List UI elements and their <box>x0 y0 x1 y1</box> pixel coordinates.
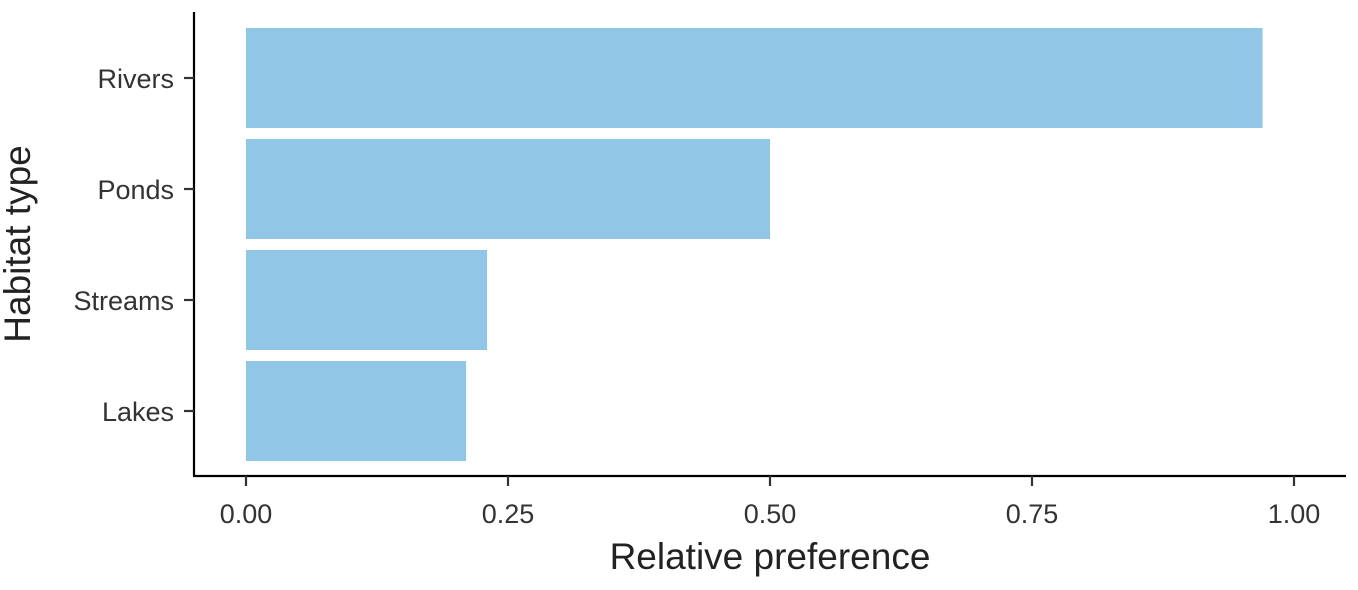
bar-lakes <box>246 361 467 461</box>
x-tick-label-4: 1.00 <box>1268 499 1321 529</box>
bar-rivers <box>246 28 1263 128</box>
y-tick-label-lakes: Lakes <box>102 397 174 427</box>
bars-group <box>246 28 1263 461</box>
y-ticks-group: Rivers Ponds Streams Lakes <box>73 64 194 427</box>
x-tick-label-3: 0.75 <box>1006 499 1059 529</box>
y-tick-label-ponds: Ponds <box>97 175 174 205</box>
x-ticks-group: 0.00 0.25 0.50 0.75 1.00 <box>220 476 1321 529</box>
bar-ponds <box>246 139 770 239</box>
x-tick-label-1: 0.25 <box>482 499 535 529</box>
y-axis-title: Habitat type <box>0 145 38 342</box>
bar-streams <box>246 250 488 350</box>
y-tick-label-rivers: Rivers <box>97 64 174 94</box>
x-axis-title: Relative preference <box>610 536 931 577</box>
x-tick-label-2: 0.50 <box>744 499 797 529</box>
x-tick-label-0: 0.00 <box>220 499 273 529</box>
y-tick-label-streams: Streams <box>73 286 174 316</box>
